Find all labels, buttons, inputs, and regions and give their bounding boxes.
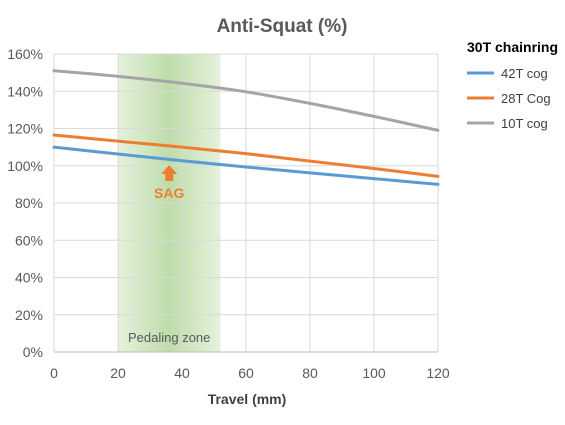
x-tick-label: 20 xyxy=(110,365,126,381)
y-tick-label: 80% xyxy=(15,195,43,211)
legend-label: 42T cog xyxy=(501,66,548,81)
legend-label: 10T cog xyxy=(501,116,548,131)
pedaling-zone-label: Pedaling zone xyxy=(128,330,210,345)
x-tick-label: 100 xyxy=(362,365,386,381)
y-tick-label: 160% xyxy=(7,46,43,62)
y-tick-label: 0% xyxy=(23,344,43,360)
sag-arrow-icon xyxy=(161,165,178,181)
x-tick-label: 40 xyxy=(174,365,190,381)
y-tick-label: 100% xyxy=(7,158,43,174)
x-tick-label: 80 xyxy=(302,365,318,381)
x-tick-label: 0 xyxy=(50,365,58,381)
series-line-3 xyxy=(52,69,440,132)
legend: 30T chainring 42T cog 28T Cog 10T cog xyxy=(467,39,558,131)
chart-title: Anti-Squat (%) xyxy=(217,16,348,37)
gridlines xyxy=(54,53,439,352)
y-tick-label: 60% xyxy=(15,232,43,248)
annotations: SAG xyxy=(154,165,184,201)
series-line-2 xyxy=(52,133,440,178)
series-lines xyxy=(52,69,440,186)
x-tick-label: 60 xyxy=(238,365,254,381)
legend-label: 28T Cog xyxy=(501,91,551,106)
x-tick-label: 120 xyxy=(426,365,450,381)
y-tick-label: 20% xyxy=(15,307,43,323)
y-tick-label: 140% xyxy=(7,83,43,99)
y-tick-label: 40% xyxy=(15,270,43,286)
legend-title: 30T chainring xyxy=(467,39,558,55)
axes: 0% 20% 40% 60% 80% 100% 120% 140% 160% 0 20 40 60 80 1… xyxy=(7,46,450,381)
x-axis-title: Travel (mm) xyxy=(208,391,287,407)
sag-label: SAG xyxy=(154,185,184,201)
y-tick-label: 120% xyxy=(7,121,43,137)
series-line-1 xyxy=(52,145,440,186)
